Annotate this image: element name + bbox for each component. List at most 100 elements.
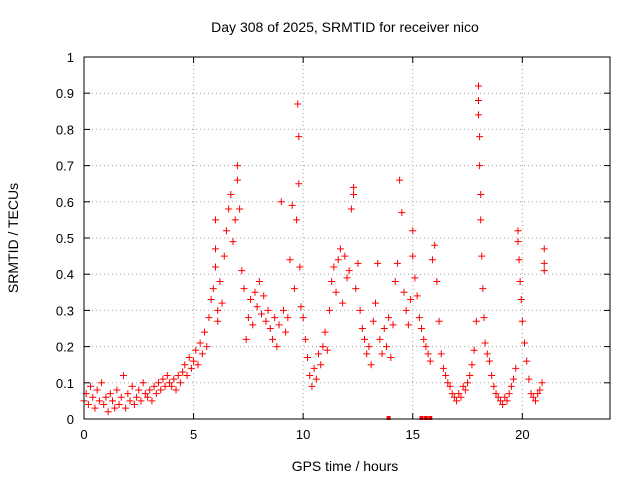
y-tick-label: 0.1	[56, 376, 74, 391]
data-point	[279, 306, 287, 314]
data-point	[477, 216, 485, 224]
data-point	[529, 393, 537, 401]
data-point	[378, 350, 386, 358]
data-point	[273, 343, 281, 351]
data-point	[301, 335, 309, 343]
data-point	[137, 397, 145, 405]
data-point	[238, 267, 246, 275]
data-points	[80, 82, 548, 420]
data-point	[540, 245, 548, 253]
grid	[84, 57, 610, 419]
data-point	[413, 292, 421, 300]
data-point	[494, 393, 502, 401]
data-point	[315, 350, 323, 358]
data-point	[119, 372, 127, 380]
data-point	[247, 296, 255, 304]
data-point	[212, 245, 219, 253]
data-point	[442, 372, 450, 380]
data-point	[466, 372, 474, 380]
data-point	[393, 259, 401, 267]
chart-title: Day 308 of 2025, SRMTID for receiver nic…	[211, 19, 479, 35]
data-point	[225, 205, 233, 213]
x-tick-label: 15	[406, 427, 420, 442]
data-point	[385, 314, 393, 322]
data-point	[115, 401, 123, 409]
data-point	[284, 314, 292, 322]
data-point	[255, 277, 263, 285]
data-point	[253, 303, 261, 311]
data-point	[95, 397, 103, 405]
data-point	[330, 263, 338, 271]
data-point	[168, 382, 176, 390]
data-point	[536, 386, 544, 394]
data-point	[369, 317, 377, 325]
data-point	[514, 227, 522, 235]
data-point	[165, 379, 173, 387]
data-point	[231, 216, 239, 224]
data-point	[117, 393, 125, 401]
data-point	[262, 317, 270, 325]
data-point	[106, 390, 114, 398]
data-point	[312, 375, 320, 383]
data-point	[521, 339, 529, 347]
data-point	[540, 267, 548, 275]
data-point	[317, 361, 325, 369]
data-point	[475, 82, 482, 90]
data-point	[481, 339, 489, 347]
data-point	[510, 375, 518, 383]
y-tick-label: 0.6	[56, 195, 74, 210]
y-tick-label: 0	[67, 412, 74, 427]
data-point	[130, 401, 138, 409]
data-point	[480, 314, 488, 322]
data-point	[415, 314, 423, 322]
data-point	[144, 393, 152, 401]
x-tick-label: 5	[190, 427, 197, 442]
data-point	[288, 201, 296, 209]
data-point	[192, 346, 200, 354]
data-point	[179, 368, 187, 376]
data-point	[459, 382, 467, 390]
data-point	[308, 382, 316, 390]
data-point	[431, 241, 439, 249]
data-point	[146, 386, 154, 394]
data-point	[286, 256, 294, 264]
data-point	[275, 321, 283, 329]
data-point	[332, 288, 340, 296]
data-point	[216, 277, 224, 285]
data-point	[428, 256, 436, 264]
data-point	[290, 285, 298, 293]
data-point	[363, 350, 371, 358]
data-point	[345, 267, 353, 275]
data-point	[470, 346, 478, 354]
data-point	[152, 390, 160, 398]
data-point	[271, 314, 279, 322]
data-point	[266, 325, 274, 332]
data-point	[128, 382, 136, 390]
data-point	[514, 238, 522, 246]
data-point	[468, 361, 476, 369]
data-point	[534, 390, 542, 398]
data-point	[304, 353, 312, 361]
y-tick-label: 0.2	[56, 340, 74, 355]
data-point	[477, 191, 485, 199]
data-point	[306, 372, 314, 380]
data-point	[325, 306, 333, 314]
data-point	[354, 259, 362, 267]
data-point	[212, 216, 219, 224]
data-point	[203, 343, 211, 351]
data-point	[512, 364, 520, 372]
data-point	[485, 357, 493, 365]
data-point	[209, 285, 217, 293]
data-point	[233, 162, 241, 170]
data-point	[190, 357, 198, 365]
data-point	[409, 227, 417, 235]
data-point	[516, 277, 524, 285]
data-point	[538, 379, 546, 387]
data-point	[297, 303, 305, 311]
data-point	[240, 285, 248, 293]
data-point	[212, 263, 219, 271]
data-point	[207, 296, 215, 304]
data-point	[382, 343, 390, 351]
data-point	[518, 317, 526, 325]
data-point	[483, 350, 491, 358]
